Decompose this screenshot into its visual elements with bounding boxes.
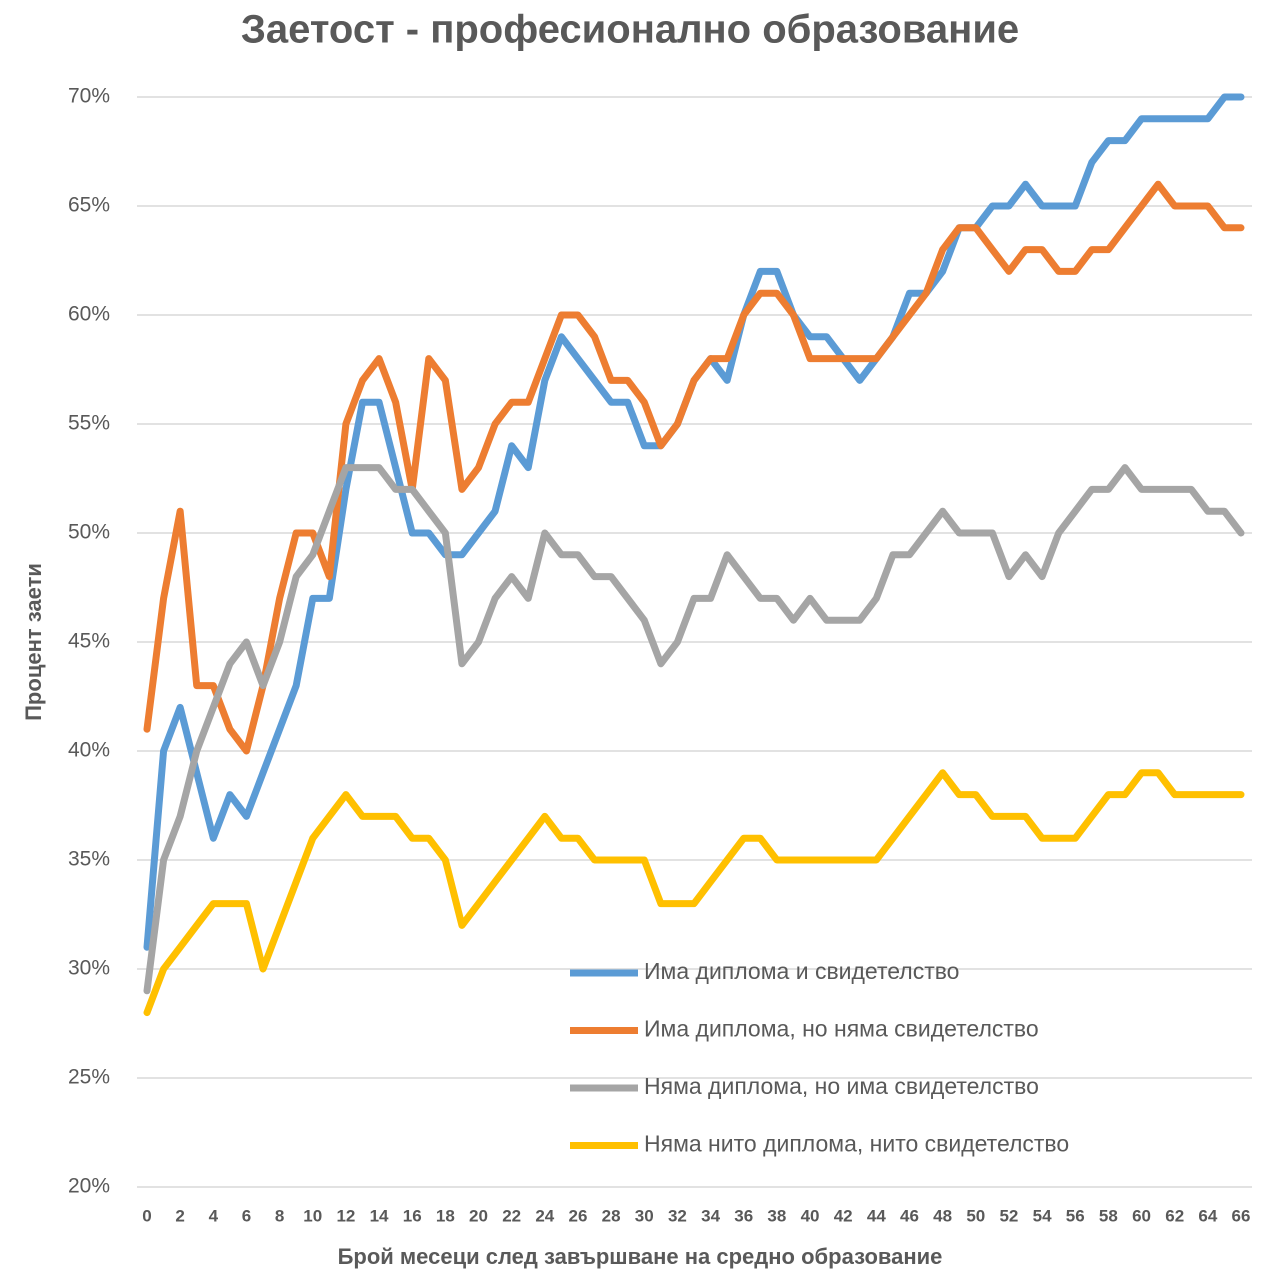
- x-tick-label: 60: [1132, 1206, 1151, 1225]
- x-tick-label: 46: [900, 1206, 919, 1225]
- x-tick-label: 54: [1033, 1206, 1052, 1225]
- x-tick-label: 16: [403, 1206, 422, 1225]
- x-tick-label: 34: [701, 1206, 720, 1225]
- x-tick-label: 48: [933, 1206, 952, 1225]
- series-line: [143, 93, 1245, 951]
- legend-label: Има диплома и свидетелство: [644, 958, 959, 984]
- y-tick-label: 45%: [68, 630, 110, 653]
- legend-label: Има диплома, но няма свидетелство: [644, 1016, 1039, 1042]
- x-tick-label: 40: [801, 1206, 820, 1225]
- x-tick-label: 66: [1232, 1206, 1251, 1225]
- x-tick-label: 0: [142, 1206, 151, 1225]
- y-tick-label: 20%: [68, 1175, 110, 1198]
- x-tick-label: 36: [734, 1206, 753, 1225]
- y-tick-label: 40%: [68, 739, 110, 762]
- legend-label: Няма диплома, но има свидетелство: [644, 1073, 1039, 1099]
- y-tick-label: 55%: [68, 412, 110, 435]
- x-tick-label: 42: [834, 1206, 853, 1225]
- x-tick-label: 62: [1165, 1206, 1184, 1225]
- x-tick-label: 58: [1099, 1206, 1118, 1225]
- x-tick-label: 10: [303, 1206, 322, 1225]
- x-tick-label: 38: [767, 1206, 786, 1225]
- x-axis-label: Брой месеци след завършване на средно об…: [338, 1244, 943, 1269]
- y-axis-label: Процент заети: [21, 563, 46, 721]
- x-tick-label: 32: [668, 1206, 687, 1225]
- x-tick-label: 8: [275, 1206, 284, 1225]
- series-line: [143, 464, 1245, 995]
- x-tick-label: 12: [336, 1206, 355, 1225]
- series-line: [143, 769, 1245, 1017]
- y-tick-label: 65%: [68, 194, 110, 217]
- x-tick-label: 52: [999, 1206, 1018, 1225]
- x-tick-label: 18: [436, 1206, 455, 1225]
- x-tick-label: 24: [535, 1206, 554, 1225]
- x-tick-label: 6: [242, 1206, 251, 1225]
- x-tick-label: 50: [966, 1206, 985, 1225]
- y-tick-label: 60%: [68, 303, 110, 326]
- x-tick-label: 28: [602, 1206, 621, 1225]
- x-tick-label: 4: [209, 1206, 219, 1225]
- x-tick-label: 26: [569, 1206, 588, 1225]
- y-tick-label: 70%: [68, 85, 110, 108]
- y-tick-label: 50%: [68, 521, 110, 544]
- series-line: [143, 180, 1245, 755]
- chart-title: Заетост - професионално образование: [241, 8, 1019, 52]
- legend-label: Няма нито диплома, нито свидетелство: [644, 1131, 1069, 1157]
- y-tick-label: 35%: [68, 848, 110, 871]
- x-tick-label: 22: [502, 1206, 521, 1225]
- y-tick-label: 25%: [68, 1066, 110, 1089]
- x-tick-label: 64: [1198, 1206, 1217, 1225]
- x-tick-label: 56: [1066, 1206, 1085, 1225]
- x-tick-label: 44: [867, 1206, 886, 1225]
- x-tick-label: 14: [370, 1206, 389, 1225]
- x-tick-label: 30: [635, 1206, 654, 1225]
- x-tick-label: 2: [175, 1206, 184, 1225]
- x-tick-label: 20: [469, 1206, 488, 1225]
- y-tick-label: 30%: [68, 957, 110, 980]
